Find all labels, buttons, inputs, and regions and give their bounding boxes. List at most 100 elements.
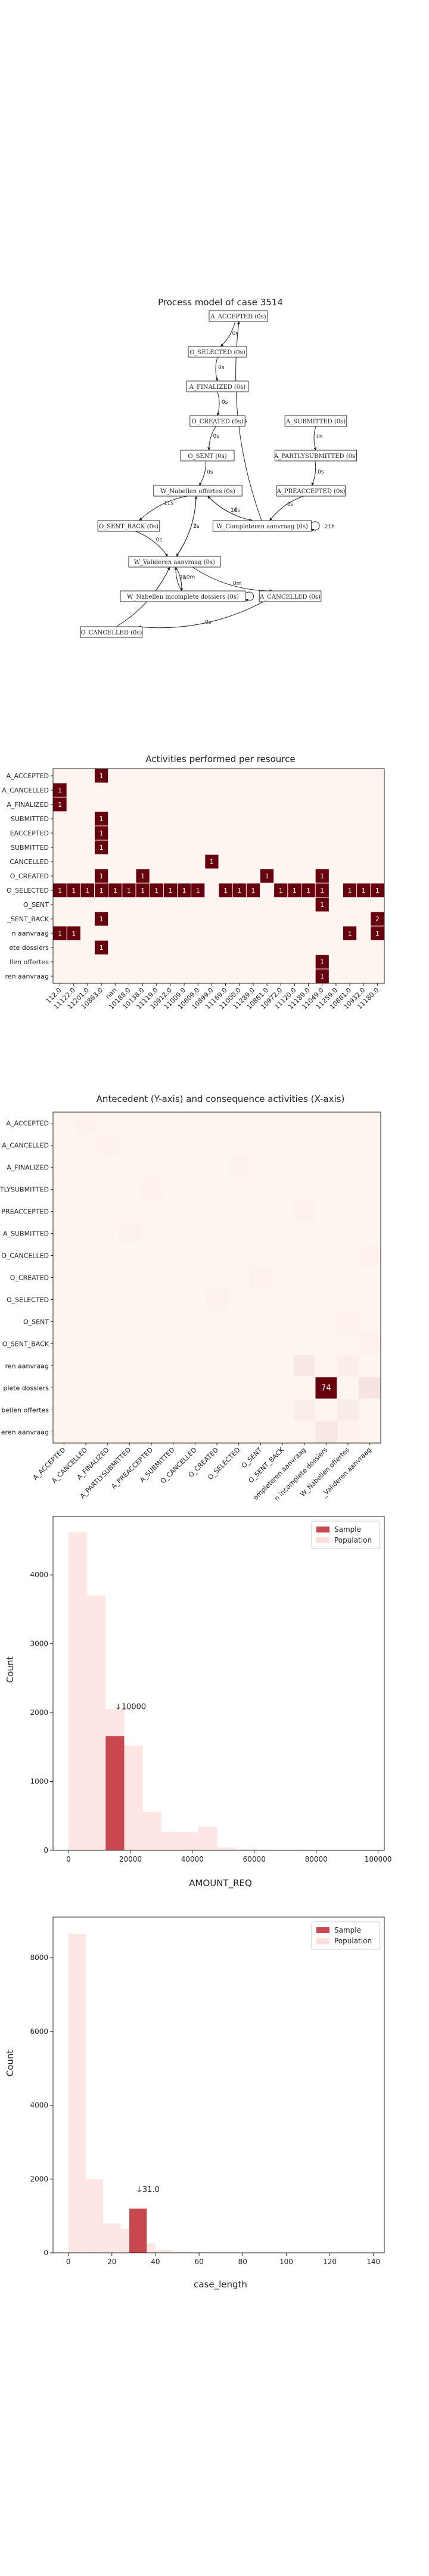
node-label: A_PARTLYSUBMITTED (0s)	[273, 453, 358, 460]
y-tick-label: 1000	[30, 1778, 48, 1786]
edge-label: 0s	[213, 434, 220, 439]
heatmap-cell	[53, 797, 67, 812]
x-tick-label: 100000	[365, 1855, 392, 1863]
y-tick-label: llen offertes	[10, 958, 49, 966]
heatmap-cell-label: 1	[141, 872, 145, 880]
edge-a_cancelled-o_cancelled: 0s	[138, 601, 264, 628]
population-bar	[161, 1831, 181, 1850]
edge-line	[176, 496, 198, 557]
node-label: A_FINALIZED (0s)	[189, 384, 246, 391]
edge-line	[207, 426, 216, 451]
heatmap-cell	[337, 1399, 359, 1421]
edge-line	[174, 566, 182, 592]
heatmap-cell-label: 1	[85, 887, 89, 894]
y-tick-label: A_CANCELLED	[2, 787, 49, 794]
edge-label: 0s	[232, 331, 239, 337]
y-tick-label: O_CANCELLED	[1, 1252, 49, 1260]
edge-a_partlysubmitted-a_preaccepted: 0s	[311, 460, 324, 486]
edge-o_created-o_sent: 0s	[207, 426, 220, 451]
node-label: W_Nabellen incomplete dossiers (0s)	[127, 594, 239, 600]
heatmap-cell	[359, 1244, 381, 1267]
y-tick-label: eren aanvraag	[1, 1429, 49, 1436]
heatmap-cell	[206, 1289, 228, 1311]
heatmap-cell-label: 74	[321, 1384, 331, 1393]
edge-label: 2h	[179, 575, 186, 581]
heatmap-cell	[53, 883, 67, 897]
edge-o_sent-w_nabellen_offertes: 0s	[199, 460, 213, 486]
case-length-axes: 0 20 40 60 80 100 120 140 0 2000 4000 6000 8000	[30, 1916, 385, 2266]
node-box	[212, 520, 312, 532]
edge-a_submitted-a_partlysubmitted: 0s	[313, 426, 323, 451]
node-o_cancelled: O_CANCELLED (0s)	[80, 626, 143, 638]
transition-heatmap-y-ticks: A_ACCEPTED A_CANCELLED A_FINALIZED PARTLYSU…	[0, 1120, 53, 1436]
y-tick-label: A_FINALIZED	[7, 1164, 49, 1172]
heatmap-cell	[293, 1355, 315, 1377]
heatmap-cell-label: 1	[58, 930, 62, 937]
resource-heatmap: Activities performed per resource 111111…	[2, 754, 385, 1011]
edge-label: 0s	[222, 400, 228, 405]
edge-label: 0s	[318, 469, 324, 475]
node-label: A_ACCEPTED (0s)	[210, 314, 266, 320]
heatmap-cell-label: 1	[100, 844, 104, 852]
heatmap-cell	[95, 826, 108, 840]
heatmap-cell-label: 1	[100, 872, 104, 880]
x-tick-label: 140	[366, 2258, 380, 2266]
edge-label: 11s	[231, 507, 240, 513]
population-bar	[87, 1595, 106, 1850]
population-bar	[173, 2251, 191, 2253]
x-tick-label: 40	[151, 2258, 160, 2266]
node-o_sent_back: O_SENT_BACK (0s)	[97, 520, 160, 532]
heatmap-cell-label: 1	[182, 887, 186, 894]
edge-label: 1s	[193, 524, 200, 530]
heatmap-background	[52, 768, 385, 984]
y-tick-label: A_ACCEPTED	[7, 772, 49, 780]
node-label: W_Nabellen offertes (0s)	[160, 488, 235, 495]
heatmap-cell-label: 1	[375, 887, 380, 894]
heatmap-cell-label: 1	[58, 887, 62, 894]
edge-line	[199, 460, 207, 486]
node-w_completeren: W_Completeren aanvraag (0s)	[212, 520, 312, 532]
heatmap-cell-label: 1	[58, 787, 62, 794]
node-box	[274, 450, 358, 462]
heatmap-cell	[293, 1399, 315, 1421]
x-tick-label: 100	[279, 2258, 293, 2266]
y-tick-label: 3000	[30, 1640, 48, 1648]
y-tick-label: 4000	[30, 2101, 48, 2110]
node-label: O_CANCELLED (0s)	[81, 630, 142, 636]
heatmap-cell	[337, 1421, 359, 1443]
amount-req-histogram: ↓10000 0 20000 40000 60000 80000 100000 0 1000 2…	[5, 1516, 392, 1889]
y-tick-label: O_CREATED	[10, 872, 49, 880]
edge-w_completeren-w_nabellen_offertes: 1d	[207, 496, 253, 521]
amount-req-legend: Sample Population	[311, 1521, 380, 1549]
heatmap-cell-label: 1	[375, 930, 380, 937]
sample-bar	[105, 1736, 125, 1850]
node-box	[259, 590, 322, 602]
heatmap-cell-label: 1	[320, 973, 324, 980]
population-bar	[68, 1933, 86, 2253]
heatmap-cell	[95, 812, 108, 826]
heatmap-cell-label: 1	[348, 930, 352, 937]
edge-w_valideren-w_nabellen_offertes: 1s	[176, 496, 200, 557]
heatmap-cell-label: 1	[100, 887, 104, 894]
heatmap-cell	[315, 955, 329, 969]
edge-line	[220, 321, 236, 347]
x-tick-label: 120	[323, 2258, 337, 2266]
legend-label-sample: Sample	[334, 1926, 361, 1934]
edge-w_nabellen_offertes-o_sent_back: 11s	[139, 496, 188, 521]
transition-heatmap-cells: 74	[52, 1111, 381, 1444]
heatmap-cell	[191, 883, 205, 897]
y-tick-label: ren aanvraag	[5, 1363, 49, 1370]
legend-label-population: Population	[334, 1937, 372, 1945]
y-tick-label: A_FINALIZED	[7, 801, 49, 809]
node-label: O_CREATED (0s)	[192, 419, 244, 425]
node-w_nabellen_incompleet: W_Nabellen incomplete dossiers (0s)	[120, 590, 246, 602]
y-tick-label: O_SENT_BACK	[2, 1340, 49, 1348]
x-tick-label: 80	[238, 2258, 247, 2266]
y-tick-label: bellen offertes	[1, 1407, 49, 1414]
y-tick-label: A_ACCEPTED	[7, 1120, 49, 1128]
heatmap-cell	[315, 969, 329, 983]
y-tick-label: 4000	[30, 1571, 48, 1579]
edge-line	[135, 531, 168, 557]
heatmap-cell-label: 1	[72, 930, 76, 937]
